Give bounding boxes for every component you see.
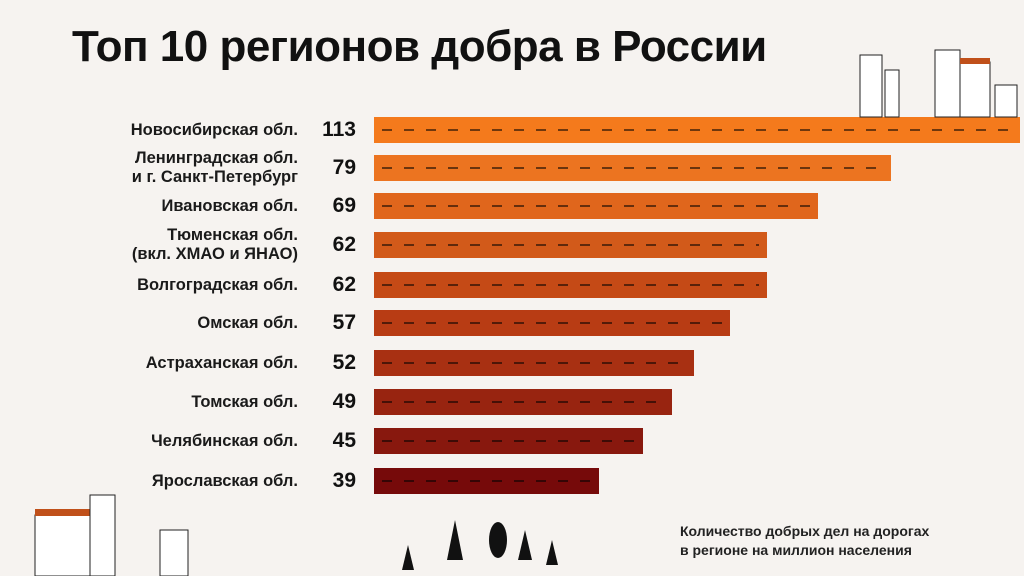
bar [374, 389, 672, 415]
bar-row: Волгоградская обл. 62 [0, 265, 1024, 305]
bar [374, 155, 891, 181]
category-label-line: Тюменская обл. [167, 226, 298, 244]
value-label: 69 [332, 194, 356, 217]
chart-note: Количество добрых дел на дорогах в регио… [680, 522, 929, 560]
category-label-line: Ярославская обл. [151, 471, 298, 490]
category-label: Астраханская обл. [38, 354, 298, 373]
bar [374, 310, 731, 336]
bar [374, 350, 694, 376]
bar [374, 193, 818, 219]
category-label: Ярославская обл. [38, 472, 298, 491]
bar-row: Челябинская обл. 45 [0, 421, 1024, 461]
trees-icon [402, 520, 558, 570]
value-label: 49 [332, 390, 356, 413]
category-label: Омская обл. [38, 314, 298, 333]
bar-row: Ярославская обл. 39 [0, 461, 1024, 501]
category-label-line: Астраханская обл. [145, 353, 298, 372]
bar-row: Новосибирская обл. 113 [0, 110, 1024, 150]
category-label-line: и г. Санкт-Петербург [131, 168, 298, 186]
category-label: Челябинская обл. [38, 432, 298, 451]
category-label: Томская обл. [38, 393, 298, 412]
bar [374, 468, 599, 494]
category-label-line: (вкл. ХМАО и ЯНАО) [131, 245, 298, 263]
value-label: 45 [332, 429, 356, 452]
value-label: 57 [332, 311, 356, 334]
category-label: Волгоградская обл. [38, 276, 298, 295]
bar-row: Ленинградская обл. и г. Санкт-Петербург 79 [0, 148, 1024, 188]
category-label: Новосибирская обл. [38, 121, 298, 140]
value-label: 113 [322, 118, 356, 141]
bar [374, 428, 643, 454]
category-label-line: Омская обл. [197, 313, 298, 332]
chart-title: Топ 10 регионов добра в России [72, 22, 767, 71]
value-label: 52 [332, 351, 356, 374]
value-label: 62 [332, 233, 356, 256]
bar [374, 232, 767, 258]
bar-row: Тюменская обл. (вкл. ХМАО и ЯНАО) 62 [0, 225, 1024, 265]
value-label: 39 [332, 469, 356, 492]
note-line-1: Количество добрых дел на дорогах [680, 523, 930, 539]
category-label-line: Челябинская обл. [151, 431, 298, 450]
category-label-line: Волгоградская обл. [137, 275, 298, 294]
category-label-line: Новосибирская обл. [130, 120, 298, 139]
bar-row: Томская обл. 49 [0, 382, 1024, 422]
bar-row: Омская обл. 57 [0, 303, 1024, 343]
category-label-line: Томская обл. [191, 392, 298, 411]
category-label: Тюменская обл. (вкл. ХМАО и ЯНАО) [38, 226, 298, 264]
value-label: 62 [332, 273, 356, 296]
category-label-line: Ленинградская обл. [135, 149, 298, 167]
category-label: Ивановская обл. [38, 196, 299, 216]
category-label: Ленинградская обл. и г. Санкт-Петербург [38, 149, 298, 187]
value-label: 79 [332, 156, 356, 179]
city-buildings-icon [859, 49, 1018, 118]
bar-row: Астраханская обл. 52 [0, 343, 1024, 383]
city-buildings-icon [34, 494, 189, 576]
bar [374, 117, 1020, 143]
note-line-2: в регионе на миллион населения [680, 542, 912, 558]
category-label-line: Ивановская обл. [161, 196, 299, 215]
bar-row: Ивановская обл. 69 [0, 186, 1024, 226]
bar [374, 272, 767, 298]
